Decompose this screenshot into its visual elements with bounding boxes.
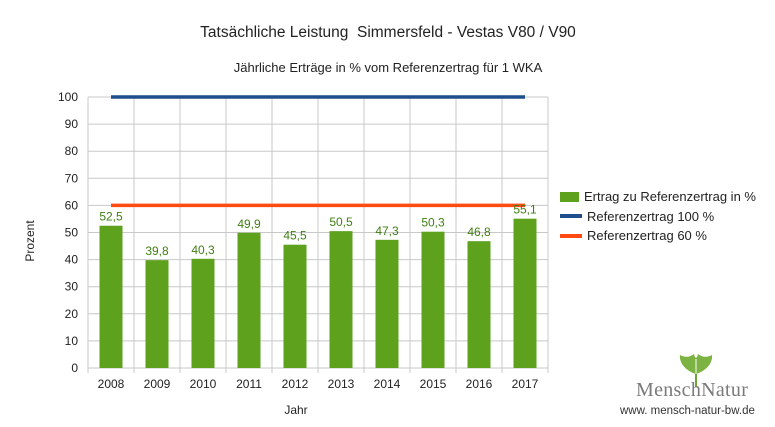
logo-url: www. mensch-natur-bw.de <box>620 405 755 417</box>
bar-2016 <box>467 241 491 368</box>
y-tick-label-30: 30 <box>65 280 79 294</box>
legend-item-ref-60: Referenzertrag 60 % <box>560 226 756 246</box>
bar-2008 <box>99 225 123 368</box>
y-axis-label: Prozent <box>23 220 37 262</box>
ginkgo-leaf-icon <box>679 354 713 387</box>
y-tick-label-20: 20 <box>65 307 79 321</box>
x-tick-label-2008: 2008 <box>98 377 125 391</box>
data-label-2010: 40,3 <box>191 243 215 257</box>
bar-2013 <box>329 231 353 368</box>
legend-item-bars: Ertrag zu Referenzertrag in % <box>560 187 756 207</box>
chart-subtitle: Jährliche Erträge in % vom Referenzertra… <box>234 60 543 75</box>
legend-item-ref-100: Referenzertrag 100 % <box>560 207 756 227</box>
y-tick-labels: 0 10 20 30 40 50 60 70 80 90 100 <box>58 90 78 375</box>
x-tick-label-2017: 2017 <box>512 377 539 391</box>
bar-2009 <box>145 260 169 368</box>
y-tick-label-40: 40 <box>65 253 79 267</box>
legend-swatch-ref-100 <box>560 214 582 219</box>
data-label-2011: 49,9 <box>237 217 261 231</box>
bar-2017 <box>513 218 537 368</box>
x-tick-label-2014: 2014 <box>374 377 401 391</box>
data-label-2008: 52,5 <box>99 210 123 224</box>
legend-swatch-ref-60 <box>560 233 582 238</box>
bar-2015 <box>421 231 445 368</box>
x-tick-label-2010: 2010 <box>190 377 217 391</box>
x-tick-label-2012: 2012 <box>282 377 309 391</box>
y-tick-label-100: 100 <box>58 90 78 104</box>
y-tick-label-80: 80 <box>65 144 79 158</box>
x-tick-label-2015: 2015 <box>420 377 447 391</box>
legend-label-ref-60: Referenzertrag 60 % <box>587 228 707 244</box>
x-axis-label: Jahr <box>284 403 307 417</box>
data-label-2012: 45,5 <box>283 229 307 243</box>
data-label-2016: 46,8 <box>467 225 491 239</box>
bar-2010 <box>191 258 215 368</box>
y-tick-label-0: 0 <box>71 361 78 375</box>
legend-label-ref-100: Referenzertrag 100 % <box>587 208 715 224</box>
x-tick-labels: 2008 2009 2010 2011 2012 2013 2014 2015 2016 2017 <box>98 377 539 391</box>
bar-2014 <box>375 239 399 368</box>
reference-lines <box>111 95 525 208</box>
chart-title: Tatsächliche Leistung Simmersfeld - Vest… <box>200 24 576 41</box>
x-tick-label-2011: 2011 <box>236 377 262 391</box>
data-label-2009: 39,8 <box>145 244 169 258</box>
data-label-2017: 55,1 <box>513 203 537 217</box>
data-label-2013: 50,5 <box>329 215 353 229</box>
y-tick-label-90: 90 <box>65 117 79 131</box>
logo-name: MenschNatur <box>636 379 749 401</box>
bar-2011 <box>237 232 261 368</box>
y-tick-label-10: 10 <box>65 334 79 348</box>
x-tick-label-2016: 2016 <box>466 377 493 391</box>
y-tick-label-50: 50 <box>65 226 79 240</box>
data-label-2015: 50,3 <box>421 216 445 230</box>
y-tick-label-60: 60 <box>65 198 79 212</box>
bar-2012 <box>283 244 307 368</box>
legend-swatch-bars <box>560 191 579 202</box>
bar-series <box>99 218 537 368</box>
data-label-2014: 47,3 <box>375 224 399 238</box>
legend: Ertrag zu Referenzertrag in % Referenzer… <box>560 187 756 246</box>
x-tick-label-2013: 2013 <box>328 377 355 391</box>
data-labels: 52,5 39,8 40,3 49,9 45,5 50,5 47,3 50,3 46,8 55,1 <box>99 203 537 258</box>
y-tick-label-70: 70 <box>65 171 79 185</box>
x-tick-label-2009: 2009 <box>144 377 171 391</box>
legend-label-bars: Ertrag zu Referenzertrag in % <box>584 189 756 205</box>
